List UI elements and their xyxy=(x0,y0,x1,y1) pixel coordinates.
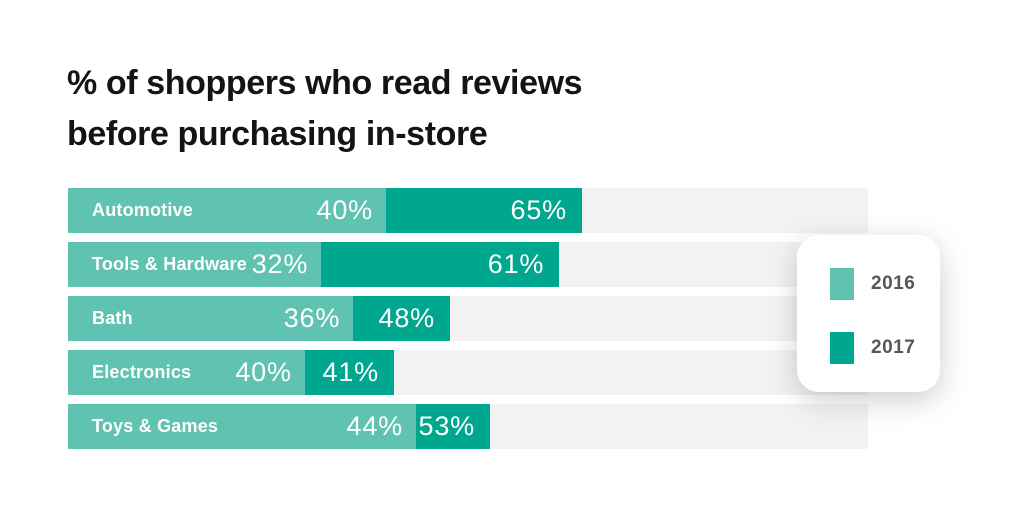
bar-chart: Automotive 40% 65% Tools & Hardware 32% … xyxy=(68,188,868,449)
legend-item-2017: 2017 xyxy=(830,332,940,364)
chart-title-line-2: before purchasing in-store xyxy=(67,115,488,153)
legend-swatch-2017 xyxy=(830,332,854,364)
bar-2017-bath: 48% xyxy=(353,296,450,341)
bar-row-electronics: Electronics 40% 41% xyxy=(68,350,868,395)
bar-2017-tools-hardware: 61% xyxy=(321,242,560,287)
bar-2016-toys-games: Toys & Games 44% xyxy=(68,404,416,449)
category-label: Electronics xyxy=(92,362,192,382)
bar-2017-electronics: 41% xyxy=(304,350,394,395)
value-2017: 48% xyxy=(378,303,435,333)
category-label: Automotive xyxy=(92,200,193,220)
value-2017: 41% xyxy=(322,357,379,387)
value-2016: 32% xyxy=(251,249,309,279)
bar-row-automotive: Automotive 40% 65% xyxy=(68,188,868,233)
value-2016: 40% xyxy=(316,195,373,225)
chart-title-line-1: % of shoppers who read reviews xyxy=(67,64,583,102)
category-label: Tools & Hardware xyxy=(92,254,247,274)
legend-item-2016: 2016 xyxy=(830,268,940,300)
bar-2016-automotive: Automotive 40% xyxy=(68,188,386,233)
value-2016: 36% xyxy=(283,303,341,333)
bar-2017-toys-games: 53% xyxy=(416,404,490,449)
value-2017: 65% xyxy=(510,195,567,225)
bar-2016-bath: Bath 36% xyxy=(68,296,354,341)
legend-swatch-2016 xyxy=(830,268,854,300)
value-2017: 53% xyxy=(418,411,475,441)
value-2016: 44% xyxy=(346,411,403,441)
value-2016: 40% xyxy=(235,357,292,387)
legend-card: 2016 2017 xyxy=(797,235,940,392)
value-2017: 61% xyxy=(487,249,545,279)
category-label: Toys & Games xyxy=(92,416,219,436)
bar-2016-tools-hardware: Tools & Hardware 32% xyxy=(68,242,322,287)
bar-row-bath: Bath 36% 48% xyxy=(68,296,868,341)
legend-label-2016: 2016 xyxy=(871,273,916,294)
category-label: Bath xyxy=(92,308,133,328)
chart-title: % of shoppers who read reviews before pur… xyxy=(67,58,583,160)
bar-row-toys-games: Toys & Games 44% 53% xyxy=(68,404,868,449)
bar-2016-electronics: Electronics 40% xyxy=(68,350,305,395)
legend-label-2017: 2017 xyxy=(871,337,916,358)
bar-2017-automotive: 65% xyxy=(386,188,582,233)
bar-row-tools-hardware: Tools & Hardware 32% 61% xyxy=(68,242,868,287)
